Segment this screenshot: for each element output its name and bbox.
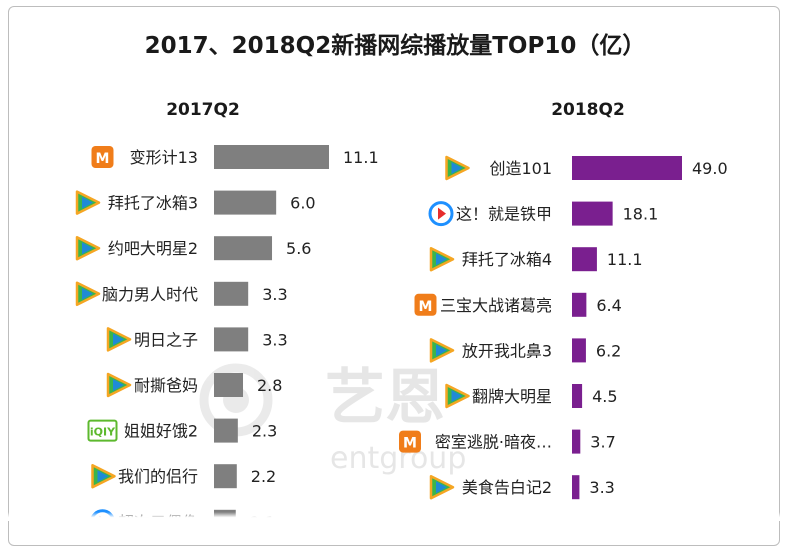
- bottom-crop-fade: [0, 512, 790, 521]
- tencent-video-icon-7: [93, 465, 115, 487]
- category-label-7: 我们的侣行: [118, 467, 198, 486]
- category-label-7: 美食告白记2: [462, 478, 552, 497]
- tencent-video-icon-1: [77, 192, 99, 214]
- mango-tv-icon-0: M: [92, 146, 114, 168]
- category-label-5: 翻牌大明星: [472, 387, 552, 406]
- data-label-1: 6.0: [290, 194, 315, 213]
- category-label-5: 耐撕爸妈: [134, 376, 198, 395]
- watermark-text-cn: 艺恩: [325, 363, 445, 433]
- category-label-6: 密室逃脱·暗夜…: [435, 433, 552, 452]
- category-label-3: 脑力男人时代: [102, 285, 198, 304]
- iqiyi-glyph: iQIY: [90, 426, 116, 439]
- bar-7: [572, 475, 579, 499]
- bar-5: [214, 373, 243, 397]
- data-label-4: 3.3: [262, 330, 287, 349]
- category-label-1: 拜托了冰箱3: [108, 194, 198, 213]
- mango-glyph: M: [419, 299, 433, 315]
- category-label-2: 拜托了冰箱4: [462, 250, 552, 269]
- data-label-7: 2.2: [251, 467, 276, 486]
- mango-glyph: M: [96, 151, 110, 167]
- bar-2: [214, 236, 272, 260]
- category-label-0: 变形计13: [130, 148, 198, 167]
- data-label-4: 6.2: [596, 341, 621, 360]
- bar-3: [214, 282, 248, 306]
- tencent-video-icon-5: [447, 385, 469, 407]
- mango-tv-icon-3: M: [415, 294, 437, 316]
- data-label-6: 3.7: [590, 433, 615, 452]
- category-label-6: 姐姐好饿2: [124, 422, 198, 441]
- category-label-0: 创造101: [489, 159, 552, 178]
- tencent-video-icon-2: [77, 237, 99, 259]
- mango-tv-icon-6: M: [399, 431, 421, 453]
- tencent-video-icon-3: [77, 283, 99, 305]
- data-label-0: 49.0: [692, 159, 728, 178]
- chart-svg: 艺恩 entgroup 11.1 变形计13 M 6.0 拜托了冰箱3 5.6 约吧大明星2…: [0, 0, 790, 521]
- mango-glyph: M: [403, 436, 417, 452]
- watermark: 艺恩 entgroup: [204, 363, 466, 476]
- category-label-2: 约吧大明星2: [108, 239, 198, 258]
- category-label-3: 三宝大战诸葛亮: [440, 296, 552, 315]
- data-label-1: 18.1: [623, 205, 659, 224]
- tencent-video-icon-5: [108, 374, 130, 396]
- data-label-3: 6.4: [596, 296, 621, 315]
- tencent-video-icon-7: [431, 476, 453, 498]
- data-label-0: 11.1: [343, 148, 379, 167]
- category-label-4: 明日之子: [134, 330, 198, 349]
- data-label-7: 3.3: [589, 478, 614, 497]
- youku-icon-1: [430, 203, 452, 225]
- bar-4: [214, 327, 248, 351]
- data-label-5: 4.5: [592, 387, 617, 406]
- bar-4: [572, 338, 586, 362]
- bar-0: [214, 145, 329, 169]
- tencent-video-icon-0: [447, 157, 469, 179]
- iqiyi-icon-6: iQIY: [89, 421, 117, 441]
- category-label-4: 放开我北鼻3: [462, 341, 552, 360]
- bar-7: [214, 464, 237, 488]
- data-label-3: 3.3: [262, 285, 287, 304]
- tencent-video-icon-4: [431, 339, 453, 361]
- tencent-video-icon-2: [431, 248, 453, 270]
- bar-6: [214, 419, 238, 443]
- data-label-6: 2.3: [252, 422, 277, 441]
- data-label-2: 11.1: [607, 250, 643, 269]
- bar-2: [572, 247, 597, 271]
- bar-3: [572, 293, 586, 317]
- category-label-1: 这！就是铁甲: [456, 205, 552, 224]
- bar-6: [572, 430, 580, 454]
- data-label-2: 5.6: [286, 239, 311, 258]
- bar-1: [214, 191, 276, 215]
- data-label-5: 2.8: [257, 376, 282, 395]
- bar-5: [572, 384, 582, 408]
- tencent-video-icon-4: [108, 328, 130, 350]
- bar-1: [572, 202, 613, 226]
- bar-0: [572, 156, 682, 180]
